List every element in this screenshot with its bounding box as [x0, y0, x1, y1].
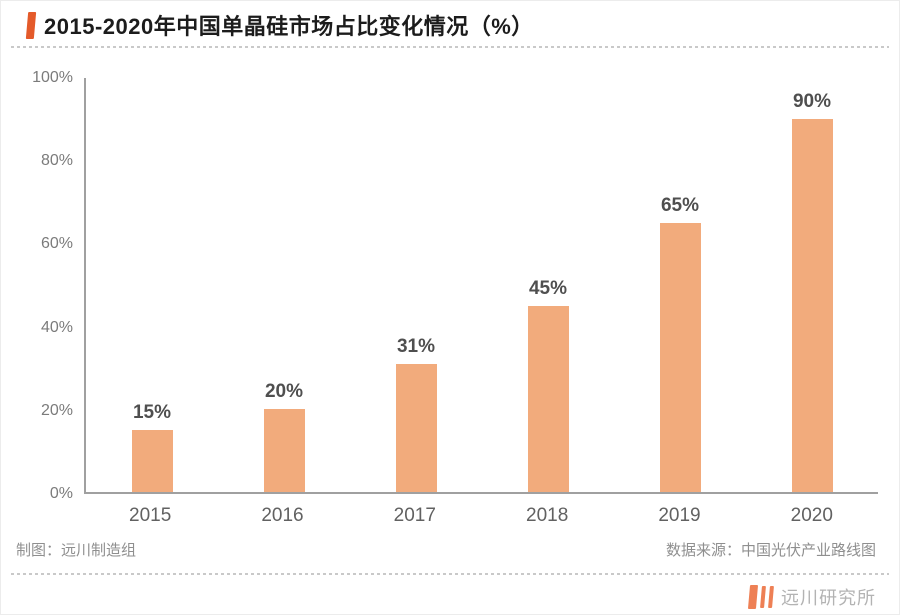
brand-name: 远川研究所: [781, 588, 876, 608]
bar: [527, 305, 569, 492]
bar-plot-area: 15% 20% 31% 45% 65% 90%: [84, 78, 878, 494]
credit-left: 制图：远川制造组: [16, 542, 137, 559]
y-axis-labels: 0% 20% 40% 60% 80% 100%: [1, 70, 73, 502]
bar-value-label: 45%: [528, 277, 568, 299]
bar: [659, 222, 701, 492]
bar-value-label: 90%: [792, 91, 832, 113]
y-tick-label: 40%: [40, 318, 73, 336]
bar: [263, 409, 305, 492]
brand-logo-row: 远川研究所: [747, 584, 876, 610]
bar: [395, 363, 437, 492]
bar-column-2019: 65%: [614, 78, 746, 492]
bar-column-2016: 20%: [218, 78, 350, 492]
y-tick-label: 20%: [40, 401, 73, 419]
y-tick-label: 100%: [32, 69, 73, 86]
brand-logo-icon: [747, 585, 774, 609]
bar-column-2015: 15%: [86, 78, 218, 492]
bar-value-label: 15%: [132, 401, 172, 423]
data-source: 数据来源：中国光伏产业路线图: [665, 542, 876, 559]
x-tick-label: 2016: [261, 505, 304, 526]
chart-header: 2015-2020年中国单晶硅市场占比变化情况（%）: [25, 9, 534, 41]
bar-value-label: 31%: [396, 335, 436, 357]
x-tick-label: 2019: [658, 505, 701, 526]
y-tick-label: 80%: [40, 152, 73, 170]
bar-column-2018: 45%: [482, 78, 614, 492]
footer-credits: 制图：远川制造组 数据来源：中国光伏产业路线图: [16, 541, 876, 561]
x-tick-label: 2018: [526, 505, 569, 526]
bottom-divider: [11, 573, 889, 575]
bar-value-label: 65%: [660, 194, 700, 216]
top-divider: [11, 46, 889, 48]
bar: [791, 119, 833, 492]
x-axis-labels: 2015 2016 2017 2018 2019 2020: [84, 504, 878, 528]
x-tick-label: 2017: [393, 505, 436, 526]
title-accent-bar-icon: [25, 11, 37, 39]
bar-column-2020: 90%: [746, 78, 878, 492]
bar: [131, 429, 173, 492]
bar-value-label: 20%: [264, 381, 304, 403]
y-tick-label: 60%: [40, 235, 73, 253]
y-tick-label: 0%: [49, 485, 73, 502]
bar-column-2017: 31%: [350, 78, 482, 492]
x-tick-label: 2020: [790, 505, 833, 526]
x-tick-label: 2015: [129, 505, 172, 526]
chart-title: 2015-2020年中国单晶硅市场占比变化情况（%）: [44, 14, 534, 39]
